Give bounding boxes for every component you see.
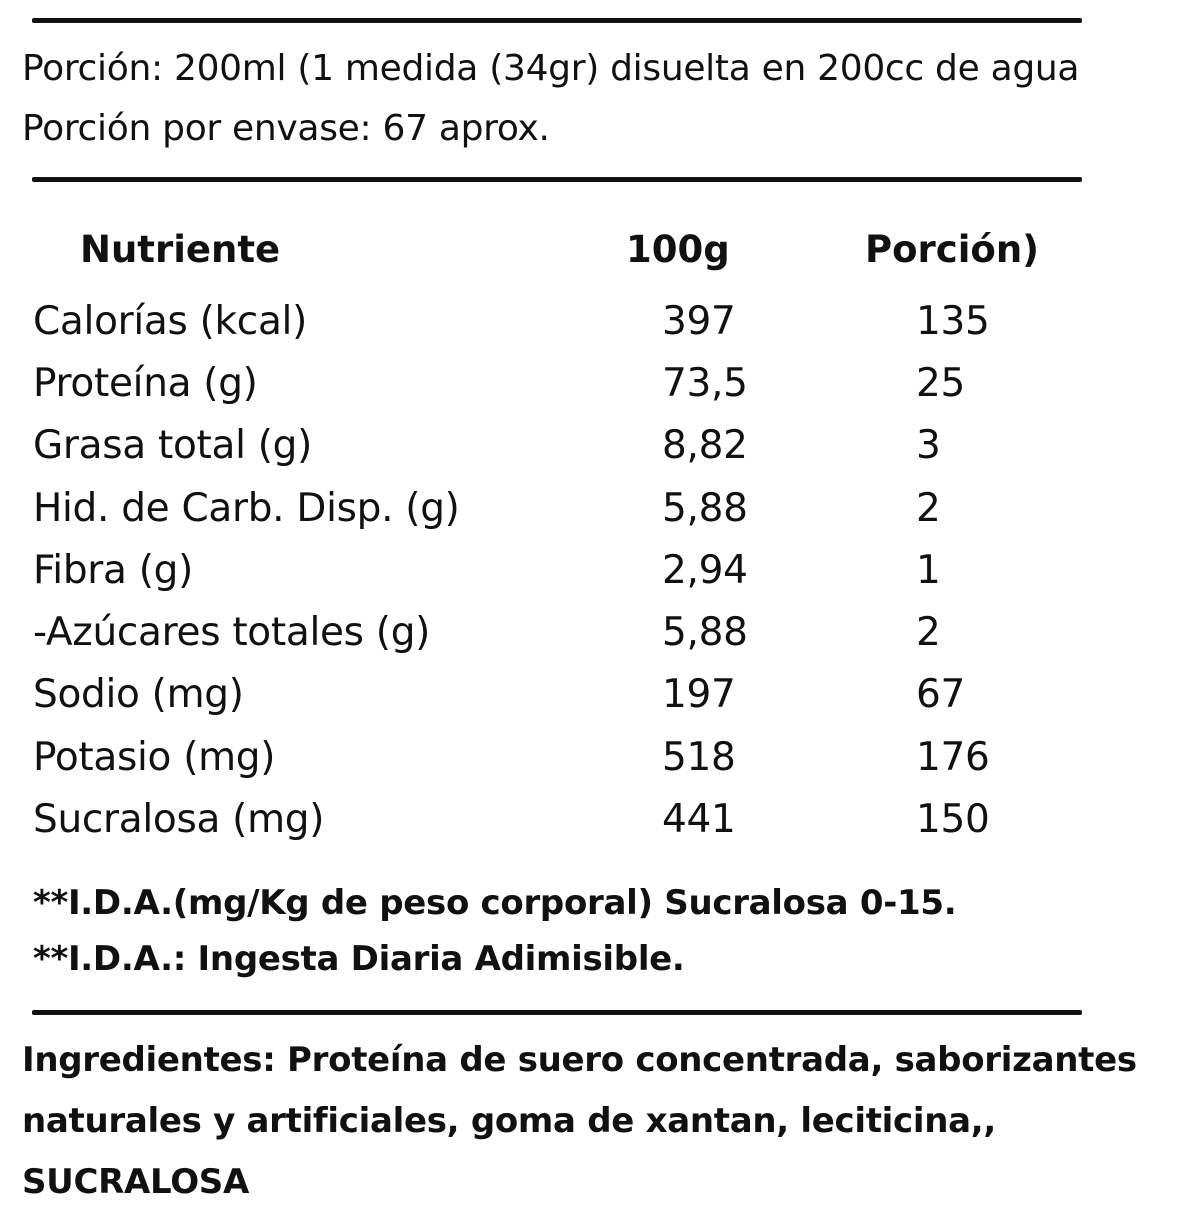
- value-per-portion: 3: [916, 423, 941, 468]
- value-per-100g: 2,94: [662, 548, 748, 593]
- value-per-100g: 397: [662, 299, 736, 344]
- serving-size: Porción: 200ml (1 medida (34gr) disuelta…: [22, 48, 1080, 89]
- value-per-portion: 25: [916, 361, 966, 406]
- table-row-fiber: Fibra (g) 2,94 1: [0, 540, 1200, 602]
- nutrient-name: Sucralosa (mg): [33, 797, 325, 842]
- top-divider: [32, 18, 1082, 23]
- nutrient-name: Calorías (kcal): [33, 299, 308, 344]
- value-per-portion: 67: [916, 672, 966, 717]
- ida-note: **I.D.A.(mg/Kg de peso corporal) Sucralo…: [33, 883, 957, 923]
- nutrient-name: Fibra (g): [33, 548, 194, 593]
- value-per-100g: 197: [662, 672, 736, 717]
- value-per-100g: 518: [662, 735, 736, 780]
- table-row-total-fat: Grasa total (g) 8,82 3: [0, 415, 1200, 477]
- table-row-sucralose: Sucralosa (mg) 441 150: [0, 789, 1200, 851]
- nutrient-name: Grasa total (g): [33, 423, 313, 468]
- servings-per-container: Porción por envase: 67 aprox.: [22, 108, 550, 149]
- value-per-portion: 2: [916, 486, 941, 531]
- header-per-portion: Porción): [865, 228, 1040, 271]
- ingredients-divider: [32, 1010, 1082, 1015]
- table-row-total-sugars: -Azúcares totales (g) 5,88 2: [0, 602, 1200, 664]
- header-per-100g: 100g: [626, 228, 730, 271]
- value-per-portion: 2: [916, 610, 941, 655]
- table-row-calories: Calorías (kcal) 397 135: [0, 291, 1200, 353]
- table-row-carbohydrates: Hid. de Carb. Disp. (g) 5,88 2: [0, 478, 1200, 540]
- header-nutrient: Nutriente: [80, 228, 281, 271]
- value-per-100g: 5,88: [662, 486, 748, 531]
- table-row-protein: Proteína (g) 73,5 25: [0, 353, 1200, 415]
- serving-divider: [32, 177, 1082, 182]
- value-per-portion: 1: [916, 548, 941, 593]
- nutrient-name: Proteína (g): [33, 361, 258, 406]
- ida-definition-note: **I.D.A.: Ingesta Diaria Adimisible.: [33, 939, 685, 979]
- nutrient-name: Potasio (mg): [33, 735, 276, 780]
- value-per-portion: 150: [916, 797, 990, 842]
- value-per-100g: 8,82: [662, 423, 748, 468]
- nutrient-name: Hid. de Carb. Disp. (g): [33, 486, 460, 531]
- value-per-100g: 73,5: [662, 361, 748, 406]
- value-per-portion: 176: [916, 735, 990, 780]
- table-row-potassium: Potasio (mg) 518 176: [0, 727, 1200, 789]
- nutrient-name: -Azúcares totales (g): [33, 610, 431, 655]
- value-per-100g: 5,88: [662, 610, 748, 655]
- value-per-100g: 441: [662, 797, 736, 842]
- ingredients-list: Ingredientes: Proteína de suero concentr…: [22, 1040, 1137, 1202]
- nutrient-name: Sodio (mg): [33, 672, 244, 717]
- value-per-portion: 135: [916, 299, 990, 344]
- table-row-sodium: Sodio (mg) 197 67: [0, 664, 1200, 726]
